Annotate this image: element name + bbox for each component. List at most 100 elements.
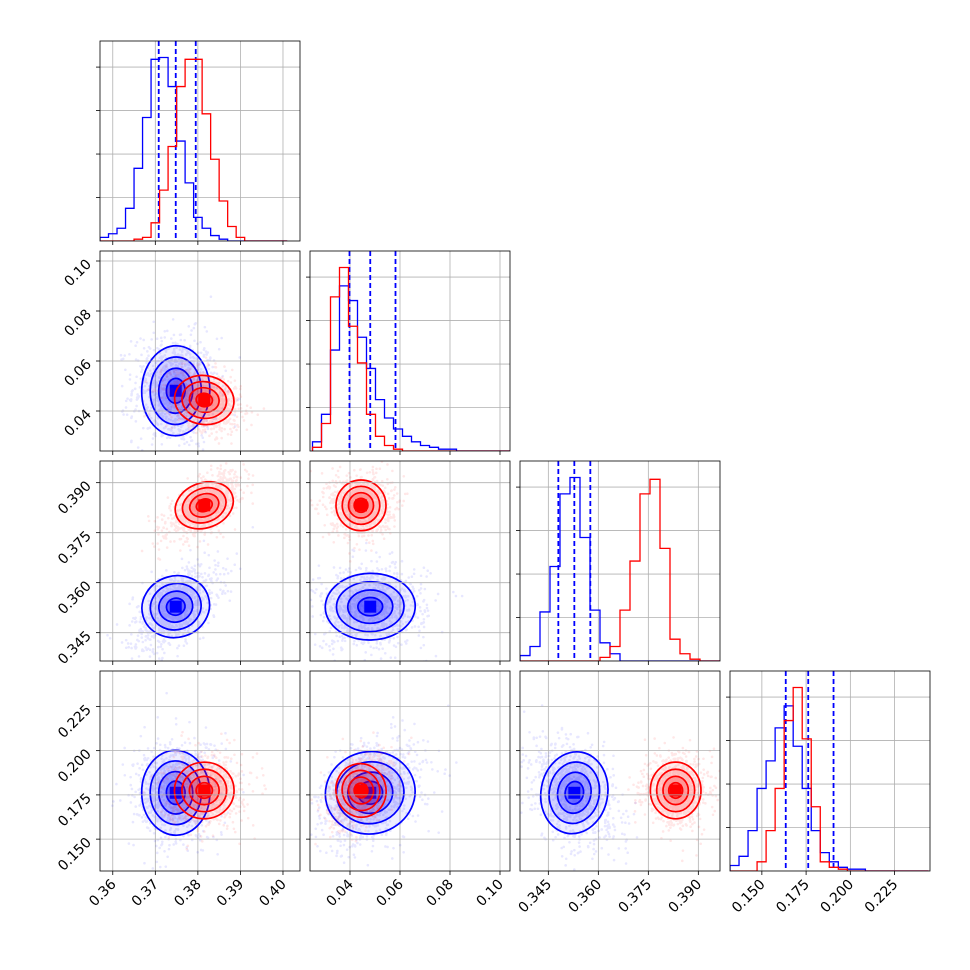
scatter-point (164, 535, 167, 538)
scatter-point (186, 515, 190, 518)
scatter-point (184, 510, 187, 514)
scatter-point (364, 627, 367, 631)
scatter-point (173, 540, 176, 543)
scatter-point (178, 391, 182, 395)
scatter-point (181, 566, 184, 570)
scatter-point (200, 424, 204, 428)
scatter-point (225, 413, 228, 417)
scatter-point (177, 592, 181, 596)
scatter-point (147, 412, 151, 415)
scatter-point (217, 381, 221, 385)
y-tick-label: 0.360 (55, 578, 95, 618)
scatter-point (171, 618, 174, 622)
scatter-point (417, 634, 421, 637)
scatter-point (130, 415, 134, 418)
scatter-point (172, 595, 176, 598)
scatter-point (176, 525, 180, 529)
scatter-point (175, 374, 178, 378)
scatter-point (231, 413, 234, 416)
scatter-point (177, 633, 180, 636)
scatter-point (184, 597, 188, 601)
scatter-point (381, 588, 385, 592)
scatter-point (211, 412, 215, 416)
scatter-point (193, 405, 197, 408)
scatter-point (172, 369, 176, 373)
scatter-point (189, 516, 193, 520)
scatter-point (179, 537, 183, 541)
scatter-point (189, 428, 193, 431)
scatter-point (135, 340, 139, 344)
scatter-point (167, 623, 171, 627)
scatter-point (229, 496, 233, 500)
scatter-point (235, 506, 238, 510)
scatter-point (176, 592, 180, 596)
scatter-point (178, 428, 182, 432)
scatter-point (180, 353, 183, 357)
scatter-point (210, 413, 214, 417)
scatter-point (153, 393, 156, 397)
scatter-point (200, 495, 203, 499)
scatter-point (460, 594, 464, 598)
scatter-point (196, 406, 200, 409)
scatter-point (180, 576, 184, 579)
scatter-point (211, 489, 215, 492)
scatter-point (386, 664, 389, 667)
scatter-point (373, 662, 376, 665)
scatter-point (164, 397, 167, 400)
scatter-point (195, 392, 199, 395)
scatter-point (161, 605, 165, 609)
scatter-point (160, 622, 164, 626)
scatter-point (316, 576, 320, 580)
scatter-point (176, 526, 180, 529)
scatter-point (152, 636, 156, 639)
scatter-point (184, 419, 187, 423)
scatter-point (410, 626, 414, 629)
scatter-point (205, 383, 209, 387)
scatter-point (187, 407, 191, 410)
scatter-point (336, 469, 340, 473)
scatter-point (174, 587, 178, 591)
scatter-point (167, 378, 171, 381)
scatter-point (212, 387, 216, 390)
scatter-point (119, 353, 123, 357)
scatter-point (163, 596, 167, 599)
contour-line (140, 344, 211, 437)
scatter-point (145, 381, 149, 385)
scatter-point (385, 596, 389, 600)
scatter-point (197, 363, 201, 366)
scatter-point (166, 400, 169, 404)
scatter-point (226, 557, 229, 560)
scatter-point (172, 333, 176, 337)
scatter-point (343, 639, 347, 643)
scatter-point (210, 404, 214, 408)
scatter-point (159, 645, 163, 648)
scatter-point (163, 378, 167, 381)
scatter-point (172, 370, 176, 374)
scatter-point (191, 396, 194, 400)
scatter-point (204, 389, 207, 393)
scatter-point (171, 341, 175, 345)
scatter-point (196, 575, 200, 579)
scatter-point (230, 422, 234, 426)
scatter-point (231, 468, 234, 472)
scatter-point (409, 582, 412, 586)
scatter-point (186, 621, 190, 624)
scatter-point (170, 522, 174, 526)
scatter-point (335, 624, 338, 628)
scatter-point (213, 371, 216, 375)
scatter-point (128, 352, 131, 356)
scatter-point (195, 412, 199, 416)
scatter-point (193, 516, 196, 520)
scatter-point (171, 522, 175, 525)
scatter-point (189, 367, 192, 370)
scatter-point (163, 598, 167, 602)
scatter-point (185, 392, 189, 395)
scatter-point (238, 397, 241, 401)
scatter-point (330, 642, 334, 646)
scatter-point (185, 403, 188, 407)
scatter-point (178, 399, 181, 402)
scatter-point (206, 471, 209, 475)
scatter-point (160, 604, 164, 608)
scatter-point (192, 378, 196, 381)
scatter-point (188, 619, 192, 622)
